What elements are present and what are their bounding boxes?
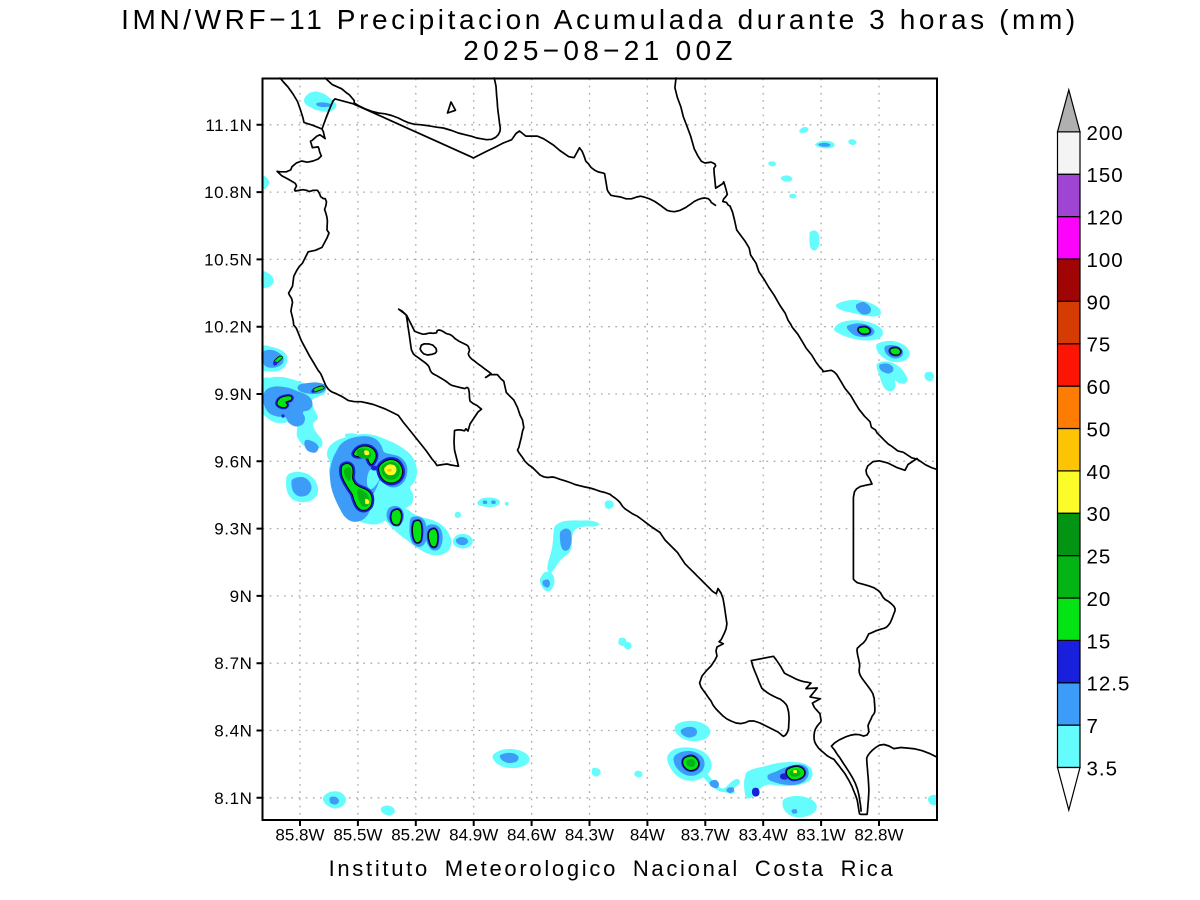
svg-text:9.9N: 9.9N bbox=[214, 385, 252, 404]
svg-text:20: 20 bbox=[1087, 588, 1112, 611]
svg-text:200: 200 bbox=[1087, 122, 1124, 145]
svg-text:9.3N: 9.3N bbox=[214, 520, 252, 539]
svg-text:15: 15 bbox=[1087, 630, 1112, 653]
svg-text:50: 50 bbox=[1087, 419, 1112, 442]
svg-text:3.5: 3.5 bbox=[1087, 758, 1119, 781]
svg-text:8.4N: 8.4N bbox=[214, 722, 252, 741]
svg-text:84.6W: 84.6W bbox=[507, 826, 556, 845]
svg-text:IMN/WRF−11 Precipitacion Acumu: IMN/WRF−11 Precipitacion Acumulada duran… bbox=[121, 4, 1079, 35]
svg-text:10.2N: 10.2N bbox=[204, 318, 252, 337]
svg-text:82.8W: 82.8W bbox=[854, 826, 903, 845]
svg-text:84W: 84W bbox=[630, 826, 665, 845]
svg-text:30: 30 bbox=[1087, 503, 1112, 526]
svg-text:2025−08−21 00Z: 2025−08−21 00Z bbox=[463, 35, 737, 66]
svg-text:85.8W: 85.8W bbox=[275, 826, 324, 845]
svg-text:84.9W: 84.9W bbox=[449, 826, 498, 845]
svg-text:10.5N: 10.5N bbox=[204, 250, 252, 269]
svg-text:9.6N: 9.6N bbox=[214, 452, 252, 471]
svg-text:8.7N: 8.7N bbox=[214, 654, 252, 673]
svg-text:120: 120 bbox=[1087, 207, 1124, 230]
svg-text:12.5: 12.5 bbox=[1087, 673, 1131, 696]
svg-text:85.5W: 85.5W bbox=[333, 826, 382, 845]
svg-text:40: 40 bbox=[1087, 461, 1112, 484]
svg-text:10.8N: 10.8N bbox=[204, 183, 252, 202]
svg-text:83.4W: 83.4W bbox=[739, 826, 788, 845]
svg-text:83.1W: 83.1W bbox=[797, 826, 846, 845]
svg-text:25: 25 bbox=[1087, 546, 1112, 569]
svg-text:8.1N: 8.1N bbox=[214, 789, 252, 808]
svg-text:75: 75 bbox=[1087, 334, 1112, 357]
svg-text:11.1N: 11.1N bbox=[205, 116, 252, 135]
svg-text:85.2W: 85.2W bbox=[391, 826, 440, 845]
svg-text:Instituto Meteorologico Nacion: Instituto Meteorologico Nacional Costa R… bbox=[329, 856, 896, 881]
svg-text:150: 150 bbox=[1087, 164, 1124, 187]
svg-text:9N: 9N bbox=[230, 587, 253, 606]
svg-text:7: 7 bbox=[1087, 715, 1099, 738]
svg-text:100: 100 bbox=[1087, 249, 1124, 272]
svg-text:84.3W: 84.3W bbox=[565, 826, 614, 845]
svg-text:60: 60 bbox=[1087, 376, 1112, 399]
svg-text:90: 90 bbox=[1087, 291, 1112, 314]
svg-text:83.7W: 83.7W bbox=[681, 826, 730, 845]
